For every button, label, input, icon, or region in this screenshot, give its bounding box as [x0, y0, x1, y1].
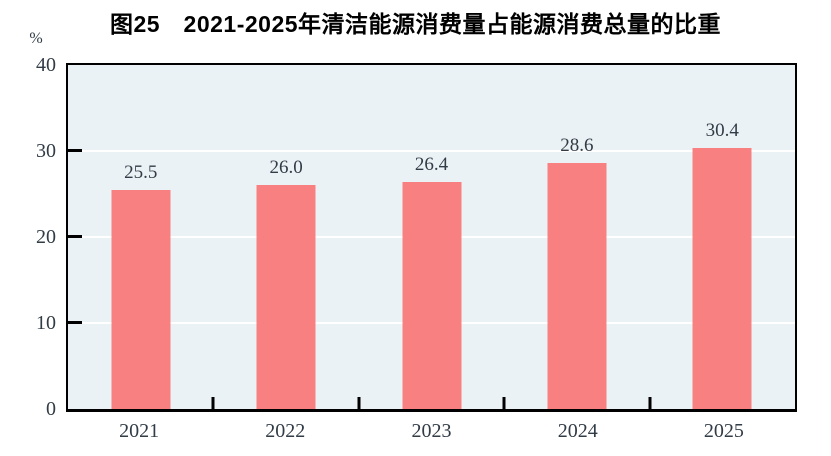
bar-value-label: 25.5 [124, 161, 158, 183]
y-axis-tick [68, 149, 82, 152]
x-axis-label: 2021 [119, 420, 160, 442]
x-axis-tick [502, 397, 506, 409]
y-tick-label: 30 [36, 140, 56, 162]
x-axis-label: 2023 [411, 420, 452, 442]
x-axis: 2021 2022 2023 2024 2025 [0, 419, 831, 449]
x-axis-tick [648, 397, 652, 409]
y-axis-tick [68, 235, 82, 238]
chart-title: 图25 2021-2025年清洁能源消费量占能源消费总量的比重 [109, 11, 722, 37]
x-axis-tick [357, 397, 361, 409]
bar-value-label: 26.4 [414, 153, 449, 175]
y-axis-unit-label: % [29, 30, 43, 47]
bar-2025 [692, 147, 752, 409]
x-axis-tick [211, 397, 215, 409]
plot-area: 25.5 26.0 26.4 28.6 30.4 [66, 63, 797, 412]
bar-2021 [111, 189, 171, 409]
y-tick-label: 40 [36, 54, 56, 76]
bar-value-label: 28.6 [560, 135, 594, 157]
y-tick-label: 10 [36, 312, 56, 334]
y-tick-label: 20 [36, 226, 56, 248]
bar-value-label: 30.4 [705, 119, 739, 141]
gridline [68, 150, 795, 152]
x-axis-label: 2025 [703, 420, 744, 442]
bar-2023 [402, 181, 461, 409]
y-axis: 0 10 20 30 40 [0, 0, 56, 456]
y-tick-label: 0 [46, 398, 56, 420]
bar-2024 [547, 163, 607, 409]
bar-value-label: 26.0 [269, 157, 303, 179]
x-axis-label: 2024 [557, 420, 598, 442]
x-axis-label: 2022 [265, 420, 306, 442]
bar-2022 [256, 185, 316, 409]
y-axis-tick [68, 321, 82, 324]
